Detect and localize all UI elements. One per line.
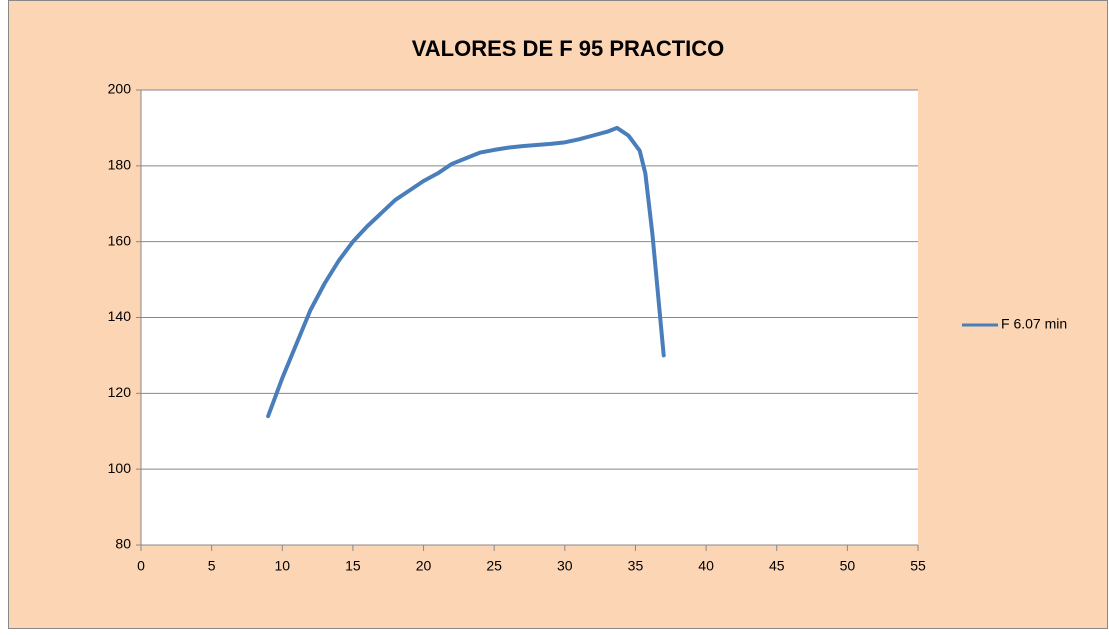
y-tick-label: 160: [108, 232, 132, 248]
x-tick-label: 35: [628, 558, 644, 574]
y-tick-label: 80: [115, 536, 131, 552]
y-tick-label: 120: [108, 384, 132, 400]
x-tick-label: 50: [840, 558, 856, 574]
x-tick-label: 40: [698, 558, 714, 574]
y-tick-label: 200: [108, 81, 132, 97]
x-tick-label: 20: [416, 558, 432, 574]
x-tick-label: 10: [274, 558, 290, 574]
x-tick-label: 25: [486, 558, 502, 574]
data-line: [266, 125, 666, 419]
x-tick-label: 5: [208, 558, 216, 574]
y-tick-label: 140: [108, 308, 132, 324]
y-tick-label: 100: [108, 460, 132, 476]
x-tick-label: 45: [769, 558, 785, 574]
x-tick-label: 55: [910, 558, 926, 574]
x-tick-label: 15: [345, 558, 361, 574]
x-tick-label: 30: [557, 558, 573, 574]
legend-label: F 6.07 min: [1001, 316, 1067, 332]
chart-title: VALORES DE F 95 PRACTICO: [412, 36, 725, 61]
x-tick-label: 0: [137, 558, 145, 574]
y-tick-label: 180: [108, 157, 132, 173]
